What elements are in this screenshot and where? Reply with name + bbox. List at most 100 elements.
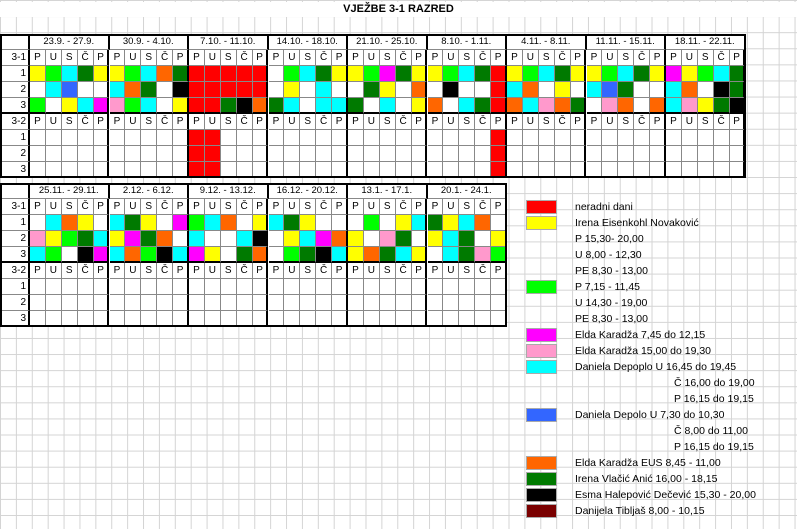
schedule-slot[interactable] xyxy=(348,82,364,98)
schedule-slot[interactable] xyxy=(173,247,189,263)
schedule-slot[interactable] xyxy=(554,162,571,178)
schedule-slot[interactable] xyxy=(522,98,539,114)
schedule-slot[interactable] xyxy=(634,162,651,178)
schedule-slot[interactable] xyxy=(300,231,317,247)
schedule-slot[interactable] xyxy=(252,231,269,247)
schedule-slot[interactable] xyxy=(109,231,126,247)
schedule-slot[interactable] xyxy=(586,66,603,82)
schedule-slot[interactable] xyxy=(189,247,205,263)
schedule-slot[interactable] xyxy=(411,98,428,114)
schedule-slot[interactable] xyxy=(491,82,507,98)
schedule-slot[interactable] xyxy=(125,247,142,263)
schedule-slot[interactable] xyxy=(45,66,62,82)
schedule-slot[interactable] xyxy=(363,98,380,114)
schedule-slot[interactable] xyxy=(586,146,603,162)
schedule-slot[interactable] xyxy=(379,66,396,82)
schedule-slot[interactable] xyxy=(300,295,317,311)
schedule-slot[interactable] xyxy=(45,247,62,263)
schedule-slot[interactable] xyxy=(125,295,142,311)
schedule-slot[interactable] xyxy=(220,231,237,247)
schedule-slot[interactable] xyxy=(189,146,205,162)
schedule-slot[interactable] xyxy=(30,231,46,247)
schedule-slot[interactable] xyxy=(45,98,62,114)
schedule-slot[interactable] xyxy=(459,215,476,231)
schedule-slot[interactable] xyxy=(173,311,189,327)
schedule-slot[interactable] xyxy=(507,66,523,82)
schedule-slot[interactable] xyxy=(459,82,476,98)
schedule-slot[interactable] xyxy=(173,231,189,247)
schedule-slot[interactable] xyxy=(427,162,444,178)
schedule-slot[interactable] xyxy=(316,279,333,295)
schedule-slot[interactable] xyxy=(475,295,492,311)
schedule-slot[interactable] xyxy=(157,247,174,263)
schedule-slot[interactable] xyxy=(125,231,142,247)
schedule-slot[interactable] xyxy=(173,146,189,162)
schedule-slot[interactable] xyxy=(141,295,158,311)
schedule-slot[interactable] xyxy=(284,130,301,146)
schedule-slot[interactable] xyxy=(363,231,380,247)
schedule-slot[interactable] xyxy=(189,279,205,295)
schedule-slot[interactable] xyxy=(411,215,428,231)
schedule-slot[interactable] xyxy=(332,295,348,311)
schedule-slot[interactable] xyxy=(443,311,460,327)
schedule-slot[interactable] xyxy=(332,311,348,327)
schedule-slot[interactable] xyxy=(93,311,110,327)
schedule-slot[interactable] xyxy=(268,82,285,98)
schedule-slot[interactable] xyxy=(618,130,635,146)
schedule-slot[interactable] xyxy=(443,66,460,82)
schedule-slot[interactable] xyxy=(491,247,507,263)
schedule-slot[interactable] xyxy=(30,146,46,162)
schedule-slot[interactable] xyxy=(379,295,396,311)
schedule-slot[interactable] xyxy=(348,295,364,311)
schedule-slot[interactable] xyxy=(443,279,460,295)
schedule-slot[interactable] xyxy=(268,146,285,162)
schedule-slot[interactable] xyxy=(125,130,142,146)
schedule-slot[interactable] xyxy=(697,146,714,162)
schedule-slot[interactable] xyxy=(570,130,587,146)
schedule-slot[interactable] xyxy=(666,130,682,146)
schedule-slot[interactable] xyxy=(332,231,348,247)
schedule-slot[interactable] xyxy=(236,295,253,311)
schedule-slot[interactable] xyxy=(586,82,603,98)
schedule-slot[interactable] xyxy=(109,82,126,98)
schedule-slot[interactable] xyxy=(125,82,142,98)
schedule-slot[interactable] xyxy=(300,98,317,114)
schedule-slot[interactable] xyxy=(268,130,285,146)
schedule-slot[interactable] xyxy=(173,98,189,114)
schedule-slot[interactable] xyxy=(348,146,364,162)
schedule-slot[interactable] xyxy=(363,295,380,311)
schedule-slot[interactable] xyxy=(284,162,301,178)
schedule-slot[interactable] xyxy=(220,215,237,231)
schedule-slot[interactable] xyxy=(697,162,714,178)
schedule-slot[interactable] xyxy=(348,98,364,114)
schedule-slot[interactable] xyxy=(30,98,46,114)
schedule-slot[interactable] xyxy=(650,146,666,162)
schedule-slot[interactable] xyxy=(204,66,221,82)
schedule-slot[interactable] xyxy=(491,279,507,295)
schedule-slot[interactable] xyxy=(252,247,269,263)
schedule-slot[interactable] xyxy=(411,231,428,247)
schedule-slot[interactable] xyxy=(650,130,666,146)
schedule-slot[interactable] xyxy=(236,98,253,114)
schedule-slot[interactable] xyxy=(411,295,428,311)
schedule-slot[interactable] xyxy=(157,98,174,114)
schedule-slot[interactable] xyxy=(93,130,110,146)
schedule-slot[interactable] xyxy=(220,82,237,98)
schedule-slot[interactable] xyxy=(363,247,380,263)
schedule-slot[interactable] xyxy=(284,279,301,295)
schedule-slot[interactable] xyxy=(554,146,571,162)
schedule-slot[interactable] xyxy=(681,82,698,98)
schedule-slot[interactable] xyxy=(268,247,285,263)
schedule-slot[interactable] xyxy=(173,82,189,98)
schedule-slot[interactable] xyxy=(427,66,444,82)
schedule-slot[interactable] xyxy=(173,130,189,146)
schedule-slot[interactable] xyxy=(491,66,507,82)
schedule-slot[interactable] xyxy=(268,231,285,247)
schedule-slot[interactable] xyxy=(157,215,174,231)
schedule-slot[interactable] xyxy=(236,162,253,178)
schedule-slot[interactable] xyxy=(459,279,476,295)
schedule-slot[interactable] xyxy=(236,215,253,231)
schedule-slot[interactable] xyxy=(141,162,158,178)
schedule-slot[interactable] xyxy=(475,231,492,247)
schedule-slot[interactable] xyxy=(220,66,237,82)
